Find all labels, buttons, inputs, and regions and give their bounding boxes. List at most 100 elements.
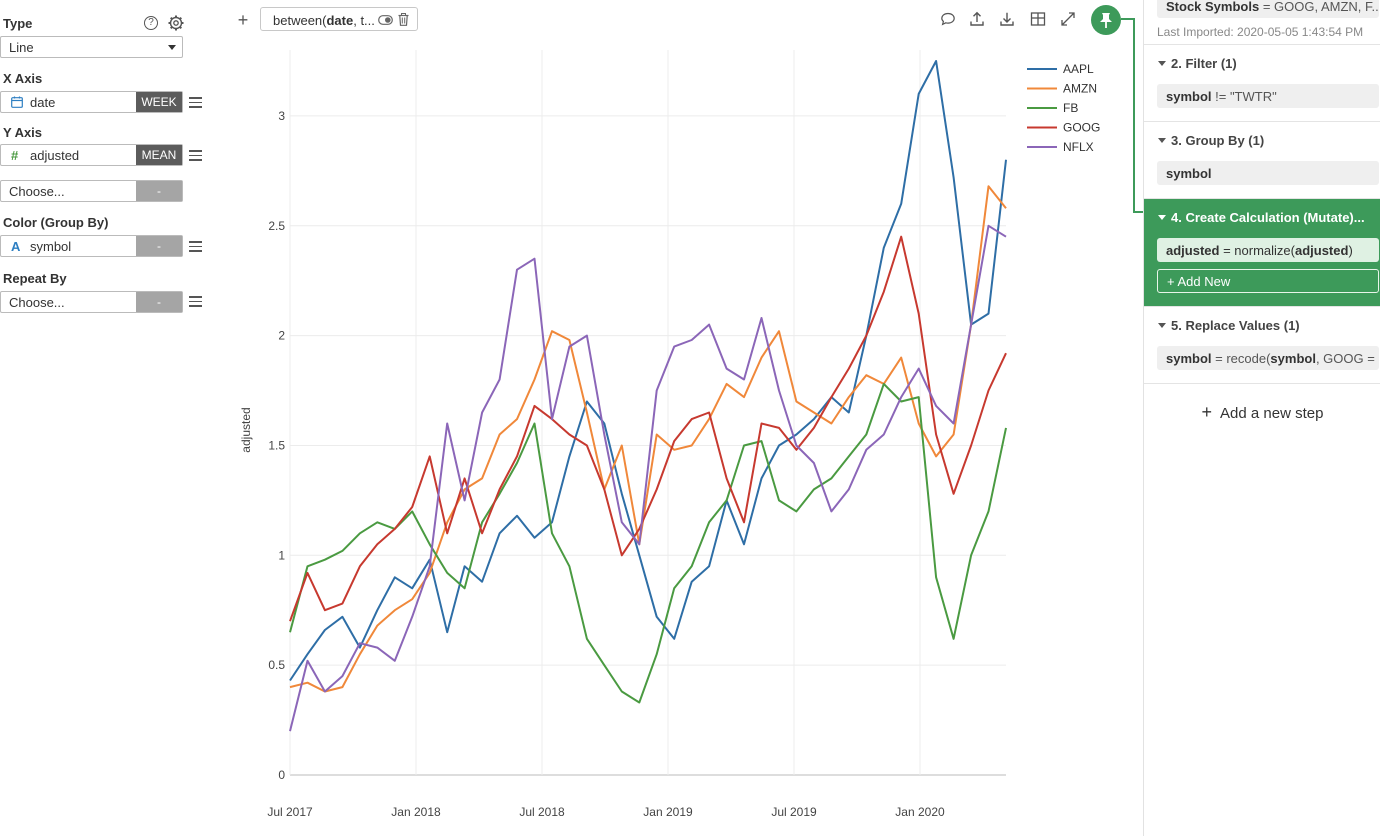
step-2-chip[interactable]: symbol != "TWTR" (1157, 84, 1379, 108)
download-icon[interactable] (999, 11, 1015, 27)
comment-icon[interactable] (940, 11, 956, 27)
y-axis-title: adjusted (239, 407, 253, 452)
x-tick-label: Jan 2020 (895, 805, 945, 819)
legend-label[interactable]: AMZN (1063, 82, 1097, 96)
x-tick-label: Jul 2018 (519, 805, 565, 819)
chart-legend: AAPL AMZN FB GOOG NFLX (1027, 62, 1100, 154)
color-group-label: Color (Group By) (3, 215, 109, 230)
x-axis-menu-icon[interactable] (189, 97, 202, 108)
chevron-down-icon (1158, 215, 1166, 220)
step-1-chip[interactable]: Stock Symbols = GOOG, AMZN, F... (1157, 0, 1379, 18)
y-axis-2-field[interactable]: Choose... - (0, 180, 183, 202)
step-5-chip[interactable]: symbol = recode(symbol, GOOG = ... (1157, 346, 1379, 370)
gear-icon[interactable] (168, 15, 184, 31)
y-axis-ticks: 0 0.5 1 1.5 2 2.5 3 (268, 109, 285, 782)
repeat-by-placeholder: Choose... (1, 292, 137, 312)
legend-label[interactable]: NFLX (1063, 140, 1094, 154)
add-new-calculation-button[interactable]: + Add New (1157, 269, 1379, 293)
x-axis-label: X Axis (3, 71, 43, 86)
chevron-down-icon (1158, 61, 1166, 66)
plus-icon: + (1201, 402, 1213, 422)
y-tick-label: 2 (278, 329, 285, 343)
series-line-nflx (289, 224, 1007, 732)
chevron-down-icon (1158, 323, 1166, 328)
step-5-replace-values[interactable]: 5. Replace Values (1) symbol = recode(sy… (1144, 307, 1380, 384)
last-imported-text: Last Imported: 2020-05-05 1:43:54 PM (1157, 25, 1364, 39)
x-tick-label: Jan 2018 (391, 805, 441, 819)
y-axis-aggregation-button[interactable]: MEAN (136, 145, 182, 165)
hash-icon: # (11, 148, 19, 163)
color-field-name: symbol (1, 236, 137, 256)
y-tick-label: 1 (278, 548, 285, 562)
pin-icon (1100, 13, 1112, 28)
repeat-by-label: Repeat By (3, 271, 67, 286)
y-tick-label: 1.5 (268, 438, 285, 452)
chart-series (289, 60, 1007, 732)
y-axis-2-placeholder: Choose... (1, 181, 137, 201)
repeat-by-field[interactable]: Choose... - (0, 291, 183, 313)
x-tick-label: Jul 2017 (267, 805, 313, 819)
legend-label[interactable]: FB (1063, 101, 1078, 115)
color-menu-icon[interactable] (189, 241, 202, 252)
color-aggregation-button[interactable]: - (136, 236, 182, 256)
color-field[interactable]: A symbol - (0, 235, 183, 257)
legend-label[interactable]: GOOG (1063, 121, 1100, 135)
series-line-amzn (289, 185, 1007, 693)
legend-label[interactable]: AAPL (1063, 62, 1094, 76)
line-chart: 0 0.5 1 1.5 2 2.5 3 Jul 2017 Jan 2018 Jul 2018 Ja… (239, 50, 1100, 819)
chart-type-value: Line (9, 40, 34, 55)
x-axis-ticks: Jul 2017 Jan 2018 Jul 2018 Jan 2019 Jul 2019… (267, 805, 945, 819)
add-new-step-label: Add a new step (1220, 405, 1324, 422)
toggle-visibility-icon[interactable] (378, 15, 393, 25)
calendar-icon (11, 96, 23, 108)
y-tick-label: 2.5 (268, 219, 285, 233)
chart-grid (289, 50, 1006, 776)
x-axis-field-name: date (1, 92, 137, 112)
y-axis-2-aggregation-button[interactable]: - (136, 181, 182, 201)
step-3-chip[interactable]: symbol (1157, 161, 1379, 185)
x-axis-field[interactable]: date WEEK (0, 91, 183, 113)
step-4-chip[interactable]: adjusted = normalize(adjusted) (1157, 238, 1379, 262)
step-3-title[interactable]: 3. Group By (1) (1158, 133, 1264, 148)
pin-button[interactable] (1091, 5, 1121, 35)
upload-icon[interactable] (969, 11, 985, 27)
pin-connector-end (1133, 211, 1144, 213)
chart-config-panel: Type ? Line X Axis date WEE (0, 0, 222, 836)
step-1-import[interactable]: Stock Symbols = GOOG, AMZN, F... Last Im… (1144, 0, 1380, 45)
repeat-by-menu-icon[interactable] (189, 296, 202, 307)
step-3-group-by[interactable]: 3. Group By (1) symbol (1144, 122, 1380, 199)
steps-panel: Stock Symbols = GOOG, AMZN, F... Last Im… (1143, 0, 1380, 836)
chart-type-select[interactable]: Line (0, 36, 183, 58)
step-4-title[interactable]: 4. Create Calculation (Mutate)... (1158, 210, 1365, 225)
expand-icon[interactable] (1060, 11, 1076, 27)
text-type-icon: A (11, 239, 21, 254)
step-5-title[interactable]: 5. Replace Values (1) (1158, 318, 1300, 333)
add-new-step-button[interactable]: + Add a new step (1144, 402, 1380, 423)
chevron-down-icon (168, 45, 176, 50)
step-2-title[interactable]: 2. Filter (1) (1158, 56, 1237, 71)
x-axis-aggregation-button[interactable]: WEEK (136, 92, 182, 112)
trash-icon[interactable] (398, 13, 409, 26)
filter-text: between(date, t... (273, 13, 375, 28)
y-axis-field[interactable]: # adjusted MEAN (0, 144, 183, 166)
filter-chip[interactable]: between(date, t... (260, 7, 418, 31)
series-line-fb (289, 382, 1007, 704)
type-label: Type (3, 16, 33, 31)
repeat-by-aggregation-button[interactable]: - (136, 292, 182, 312)
x-tick-label: Jan 2019 (643, 805, 693, 819)
y-axis-label: Y Axis (3, 125, 43, 140)
chevron-down-icon (1158, 138, 1166, 143)
add-filter-button[interactable]: + (237, 10, 249, 30)
y-tick-label: 3 (278, 109, 285, 123)
y-tick-label: 0 (278, 768, 285, 782)
step-2-filter[interactable]: 2. Filter (1) symbol != "TWTR" (1144, 45, 1380, 122)
step-4-mutate[interactable]: 4. Create Calculation (Mutate)... adjust… (1144, 199, 1380, 307)
y-tick-label: 0.5 (268, 658, 285, 672)
y-axis-field-name: adjusted (1, 145, 137, 165)
series-line-goog (289, 235, 1007, 622)
table-view-icon[interactable] (1030, 11, 1046, 27)
help-icon[interactable]: ? (144, 16, 158, 30)
series-line-aapl (289, 60, 1007, 682)
y-axis-menu-icon[interactable] (189, 150, 202, 161)
